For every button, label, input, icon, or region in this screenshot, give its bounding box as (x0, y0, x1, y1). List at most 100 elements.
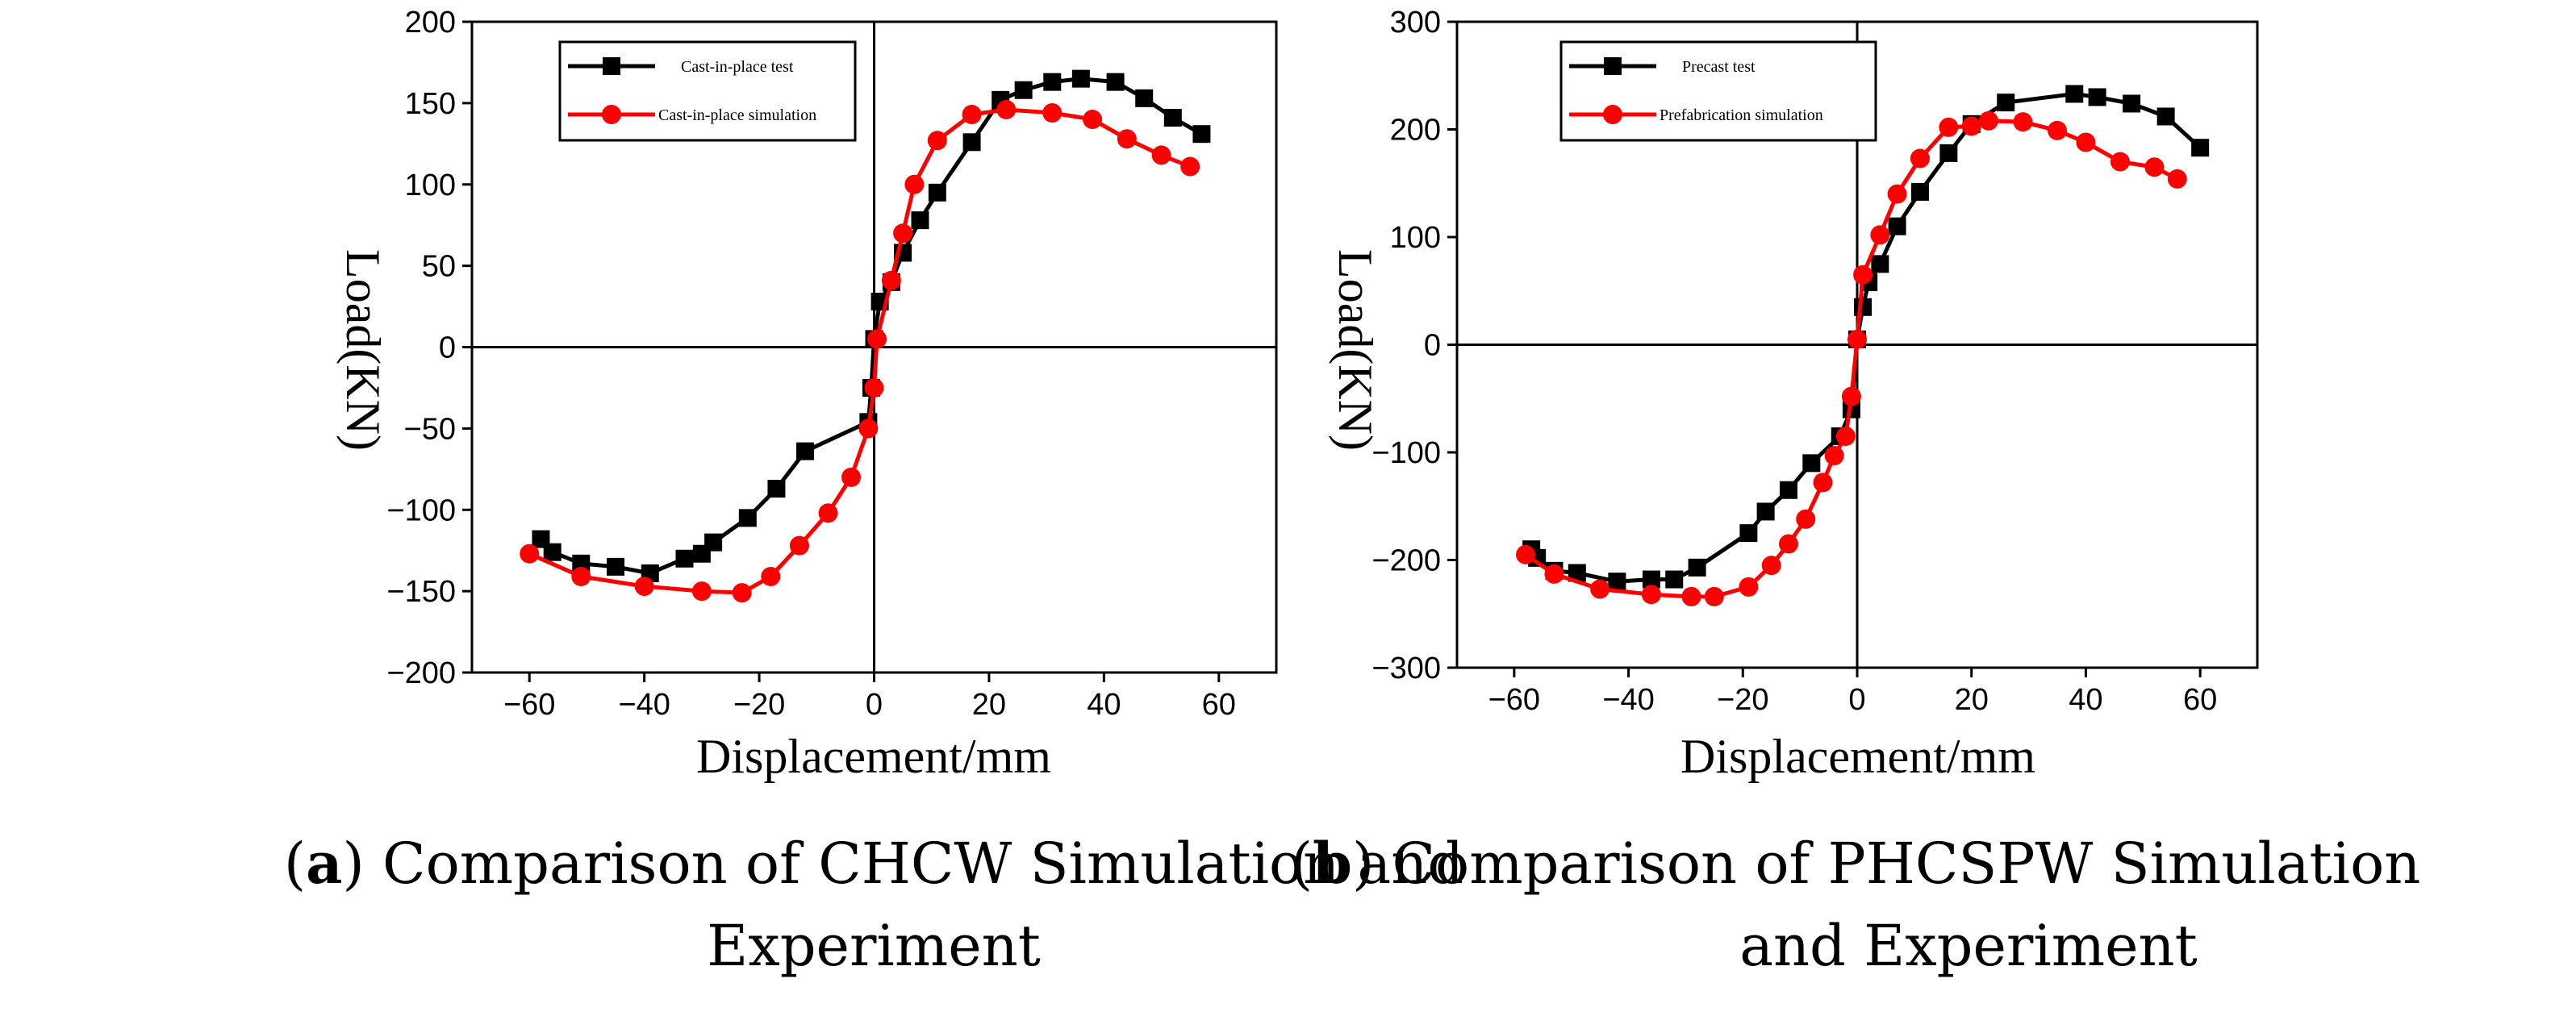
data-point-square (1665, 570, 1684, 589)
data-point-circle (571, 566, 591, 586)
data-point-circle (1847, 329, 1867, 349)
data-point-circle (2144, 157, 2165, 177)
data-point-square (1043, 73, 1062, 91)
data-point-circle (1681, 586, 1701, 606)
data-point-circle (1910, 148, 1930, 169)
data-point-square (1779, 481, 1797, 499)
x-axis-title: Displacement/mm (1680, 730, 2035, 783)
y-axis-title: Load(KN) (336, 249, 390, 451)
y-tick-label: 100 (1390, 221, 1441, 255)
x-tick-label: −60 (1488, 683, 1540, 717)
x-tick-label: 20 (1955, 683, 1989, 717)
data-point-circle (761, 566, 781, 586)
data-point-square (1642, 570, 1660, 589)
data-point-square (2088, 88, 2106, 106)
caption-letter: b (1313, 830, 1352, 897)
series-line-1 (539, 77, 1203, 576)
data-point-circle (1544, 564, 1564, 584)
data-point-circle (1641, 585, 1661, 605)
y-tick-label: −50 (404, 412, 456, 446)
data-point-circle (881, 270, 901, 290)
legend-marker-square (1604, 57, 1622, 75)
data-point-square (1997, 94, 2015, 112)
data-point-square (1071, 69, 1090, 88)
legend-marker-square (603, 57, 620, 75)
legend-box (1559, 40, 1877, 142)
x-tick-label: 40 (1087, 688, 1121, 722)
data-point-circle (1761, 556, 1781, 576)
data-point-square (1163, 109, 1182, 127)
data-point-circle (691, 581, 712, 602)
data-point-square (1135, 89, 1154, 107)
y-tick-label: 200 (1390, 114, 1441, 148)
data-point-square (1871, 255, 1889, 273)
data-point-circle (1853, 264, 1873, 285)
data-point-square (704, 533, 723, 552)
data-point-circle (1961, 116, 1981, 136)
data-point-circle (1042, 102, 1063, 123)
x-tick-label: −40 (1602, 683, 1654, 717)
legend-box (558, 40, 857, 142)
y-tick-label: −200 (1372, 544, 1441, 578)
data-point-square (1939, 144, 1958, 162)
data-point-square (607, 557, 625, 576)
data-point-circle (520, 543, 540, 564)
x-axis-title: Displacement/mm (696, 730, 1051, 783)
caption-open-paren: ( (284, 831, 306, 897)
data-point-square (911, 211, 929, 230)
data-point-square (2191, 139, 2210, 157)
series-line-2 (528, 107, 1192, 595)
data-point-square (767, 480, 786, 498)
data-point-circle (1180, 156, 1200, 177)
y-tick-label: −300 (1372, 652, 1441, 685)
y-tick-label: 50 (422, 250, 456, 284)
data-point-square (1568, 564, 1586, 582)
data-point-circle (1835, 426, 1856, 446)
x-tick-label: −60 (503, 688, 555, 722)
caption-text: ) Comparison of CHCW Simulation and (343, 831, 1464, 897)
y-axis-title: Load(KN) (1329, 249, 1382, 451)
data-point-circle (2167, 169, 2187, 189)
x-tick-label: 20 (972, 688, 1006, 722)
legend-label: Prefabrication simulation (1660, 106, 1823, 124)
data-point-circle (1841, 386, 1861, 406)
x-tick-label: 60 (1202, 688, 1236, 722)
caption-text: ) Comparison of PHCSPW Simulation (1352, 831, 2420, 897)
data-point-circle (1813, 473, 1833, 493)
y-tick-label: −150 (386, 575, 456, 609)
legend-label: Precast test (1682, 58, 1756, 76)
data-point-circle (2013, 112, 2033, 132)
x-tick-label: −20 (733, 688, 785, 722)
x-tick-label: 60 (2183, 683, 2217, 717)
data-point-square (1802, 454, 1821, 473)
x-tick-label: −40 (618, 688, 670, 722)
data-point-circle (1978, 110, 1998, 131)
data-point-circle (1870, 225, 1890, 245)
series-line-2 (1524, 119, 2178, 599)
data-point-square (543, 543, 562, 561)
data-point-square (1608, 573, 1626, 591)
x-tick-label: −20 (1717, 683, 1768, 717)
data-point-circle (2076, 132, 2096, 152)
y-tick-label: 300 (1390, 6, 1441, 40)
data-point-circle (864, 377, 884, 398)
y-tick-label: −200 (386, 656, 456, 690)
legend-label: Cast-in-place test (681, 58, 794, 76)
data-point-circle (1516, 544, 1536, 564)
data-point-circle (1796, 509, 1816, 529)
data-point-circle (2048, 120, 2067, 140)
y-tick-label: 100 (405, 169, 456, 202)
data-point-square (928, 183, 946, 202)
data-point-circle (789, 535, 809, 556)
data-point-circle (1778, 534, 1798, 554)
chart-panel-b: −60 −40 −20 0 20 40 60−300−200−1000100200300Pr… (1291, 6, 2421, 979)
data-point-square (1854, 298, 1873, 316)
data-point-circle (962, 104, 982, 124)
data-point-square (1756, 502, 1775, 521)
data-point-square (2123, 94, 2141, 113)
data-point-square (675, 549, 694, 568)
data-point-circle (818, 503, 838, 523)
data-point-circle (1824, 446, 1844, 466)
data-point-circle (893, 223, 913, 244)
